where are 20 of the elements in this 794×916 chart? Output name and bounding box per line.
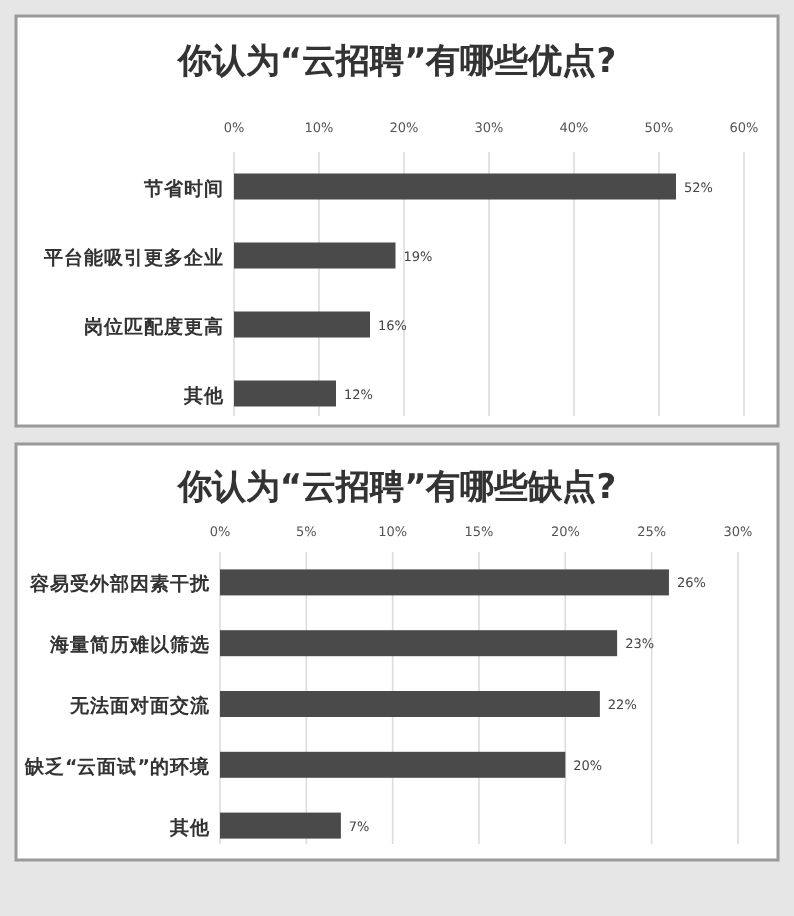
y-tick-label: 其他: [168, 815, 212, 840]
y-tick-label: 岗位匹配度更高: [84, 314, 224, 339]
y-tick-label: 海量简历难以筛选: [48, 633, 210, 658]
bar: [234, 380, 336, 407]
y-tick-label: 缺乏“云面试”的环境: [23, 754, 212, 779]
bar: [220, 751, 566, 778]
bar: [220, 569, 669, 596]
y-tick-label: 平台能吸引更多企业: [42, 245, 224, 270]
y-tick-label: 节省时间: [142, 176, 224, 201]
bar: [234, 311, 370, 338]
bar: [234, 173, 676, 200]
y-tick-label: 其他: [182, 383, 226, 408]
chart-title: 你认为“云招聘”有哪些缺点?: [175, 468, 617, 508]
bar: [220, 691, 600, 717]
bar: [220, 630, 618, 657]
bar: [234, 242, 396, 269]
y-tick-label: 无法面对面交流: [68, 694, 212, 718]
chart-title: 你认为“云招聘”有哪些优点?: [175, 42, 617, 82]
bar: [220, 812, 341, 839]
y-tick-label: 容易受外部因素干扰: [28, 572, 212, 597]
